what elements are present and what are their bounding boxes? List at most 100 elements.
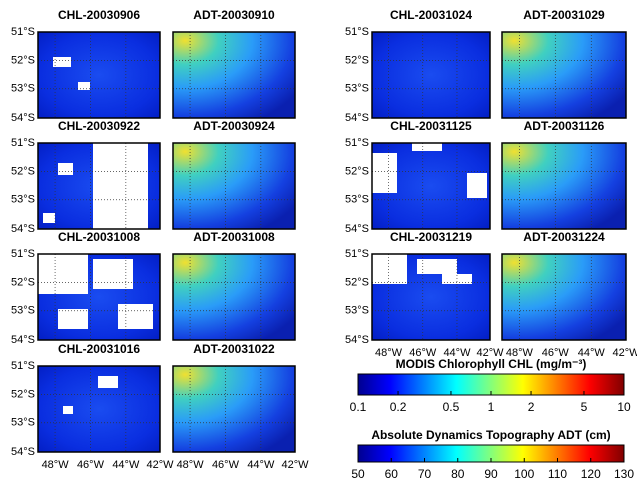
panel-title: ADT-20031022 — [193, 342, 275, 356]
y-tick-label: 52°S — [11, 54, 35, 66]
y-tick-label: 51°S — [11, 26, 35, 38]
colorbar-tick-label: 10 — [617, 400, 631, 414]
map-frame — [172, 253, 296, 341]
x-tick-label: 46°W — [212, 459, 240, 471]
x-tick-label: 48°W — [177, 459, 205, 471]
x-tick-label: 46°W — [409, 347, 437, 359]
map-image — [372, 32, 490, 118]
x-tick-label: 48°W — [375, 347, 403, 359]
cloud-mask — [372, 153, 397, 193]
cloud-mask — [372, 254, 407, 284]
y-tick-label: 51°S — [11, 137, 35, 149]
colorbar-title: Absolute Dynamics Topography ADT (cm) — [371, 428, 610, 442]
panel-title: CHL-20031125 — [390, 119, 472, 133]
panel-title: ADT-20031224 — [523, 230, 605, 244]
y-tick-label: 52°S — [345, 165, 369, 177]
map-frame — [371, 253, 491, 341]
colorbar-tick-label: 80 — [451, 467, 465, 481]
y-tick-label: 52°S — [11, 388, 35, 400]
y-tick-label: 53°S — [345, 83, 369, 95]
colorbar-tick-label: 0.2 — [390, 400, 407, 414]
colorbar-tick-label: 0.5 — [443, 400, 460, 414]
map-image — [502, 32, 626, 118]
map-image — [173, 32, 295, 118]
colorbar-tick-label: 110 — [548, 467, 567, 481]
panel-title: ADT-20030924 — [193, 119, 275, 133]
cloud-mask — [93, 143, 148, 229]
y-tick-label: 54°S — [345, 223, 369, 235]
colorbar-tick-label: 90 — [484, 467, 498, 481]
panel-title: CHL-20030906 — [58, 8, 140, 22]
cloud-mask — [467, 173, 487, 198]
map-image — [173, 366, 295, 452]
cloud-mask — [412, 143, 442, 151]
map-frame — [371, 31, 491, 119]
cloud-mask — [43, 213, 55, 223]
cloud-mask — [417, 259, 457, 274]
cloud-mask — [58, 309, 88, 329]
y-tick-label: 51°S — [11, 248, 35, 260]
map-frame — [371, 142, 491, 230]
map-image — [502, 254, 626, 340]
y-tick-label: 51°S — [345, 26, 369, 38]
x-tick-label: 44°W — [578, 347, 606, 359]
y-tick-label: 52°S — [345, 276, 369, 288]
cloud-mask — [118, 304, 153, 329]
y-tick-label: 51°S — [345, 248, 369, 260]
panel-title: ADT-20031126 — [524, 119, 605, 133]
panel-title: CHL-20030922 — [58, 119, 140, 133]
colorbar-tick-label: 0.1 — [350, 400, 367, 414]
y-tick-label: 52°S — [11, 276, 35, 288]
x-tick-label: 44°W — [443, 347, 471, 359]
cloud-mask — [93, 259, 133, 289]
y-tick-label: 51°S — [11, 360, 35, 372]
x-tick-label: 42°W — [476, 347, 504, 359]
map-image — [173, 143, 295, 229]
panel-title: CHL-20031219 — [390, 230, 472, 244]
x-tick-label: 42°W — [612, 347, 637, 359]
y-tick-label: 53°S — [345, 194, 369, 206]
x-tick-label: 48°W — [506, 347, 534, 359]
panel-title: CHL-20031024 — [390, 8, 472, 22]
colorbar-tick-label: 5 — [581, 400, 588, 414]
y-tick-label: 53°S — [11, 194, 35, 206]
y-tick-label: 54°S — [345, 334, 369, 346]
colorbar-title: MODIS Chlorophyll CHL (mg/m⁻³) — [396, 357, 587, 371]
colorbar-tick-label: 60 — [385, 467, 399, 481]
colorbar-tick-label: 130 — [614, 467, 634, 481]
cloud-mask — [63, 406, 73, 414]
colorbar-tick-label: 2 — [528, 400, 535, 414]
x-tick-label: 42°W — [281, 459, 309, 471]
panel-title: CHL-20031008 — [58, 230, 140, 244]
x-tick-label: 46°W — [542, 347, 570, 359]
map-image — [173, 254, 295, 340]
y-tick-label: 54°S — [11, 223, 35, 235]
panel-title: ADT-20031008 — [193, 230, 275, 244]
y-tick-label: 53°S — [11, 83, 35, 95]
map-frame — [501, 253, 627, 341]
cloud-mask — [78, 82, 90, 90]
y-tick-label: 52°S — [11, 165, 35, 177]
panel-title: ADT-20030910 — [193, 8, 275, 22]
map-frame — [501, 142, 627, 230]
cloud-mask — [53, 57, 71, 67]
y-tick-label: 52°S — [345, 54, 369, 66]
map-frame — [172, 31, 296, 119]
x-tick-label: 42°W — [146, 459, 174, 471]
map-image — [502, 143, 626, 229]
cloud-mask — [98, 376, 118, 388]
colorbar-tick-label: 100 — [514, 467, 534, 481]
colorbar-tick-label: 1 — [488, 400, 495, 414]
map-frame — [172, 142, 296, 230]
map-frame — [172, 365, 296, 453]
y-tick-label: 54°S — [11, 112, 35, 124]
map-frame — [37, 253, 161, 341]
y-tick-label: 53°S — [11, 305, 35, 317]
map-image — [38, 32, 160, 118]
cloud-mask — [58, 163, 73, 175]
map-frame — [37, 142, 161, 230]
panel-title: CHL-20031016 — [58, 342, 140, 356]
x-tick-label: 44°W — [247, 459, 275, 471]
y-tick-label: 54°S — [345, 112, 369, 124]
